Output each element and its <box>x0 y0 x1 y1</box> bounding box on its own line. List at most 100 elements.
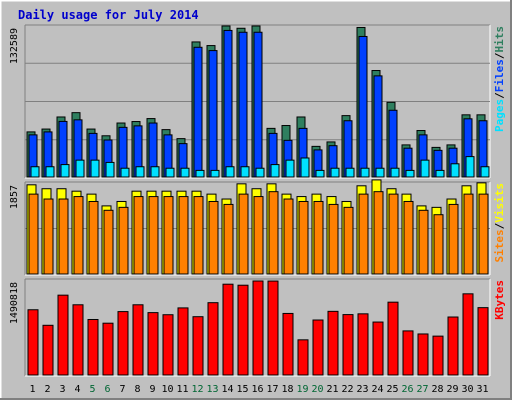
kbytes-bar-kbytes-day-13 <box>207 302 219 376</box>
hits-files-pages-bar-pages-day-30 <box>465 156 475 178</box>
kbytes-bar-kbytes-day-5 <box>87 318 99 376</box>
visits-sites-bar-sites-day-7 <box>118 206 129 275</box>
visits-sites-bar-sites-day-16 <box>253 196 264 275</box>
hits-files-pages-bar-files-day-25 <box>388 109 398 178</box>
x-tick-label-day-17: 17 <box>266 384 278 395</box>
hits-files-pages-legend-item: / <box>493 92 506 99</box>
visits-sites-bar-sites-day-26 <box>403 200 414 275</box>
hits-files-pages-bar-pages-day-27 <box>420 159 430 178</box>
hits-files-pages-legend-item: Files <box>493 59 506 92</box>
kbytes-panel: 1490818 KBytes <box>9 278 506 377</box>
hits-files-pages-bar-pages-day-15 <box>240 166 250 178</box>
visits-sites-bar-sites-day-8 <box>133 196 144 275</box>
visits-sites-bar-sites-day-21 <box>328 203 339 275</box>
hits-files-pages-bar-pages-day-8 <box>135 166 145 178</box>
visits-sites-bar-sites-day-13 <box>208 200 219 275</box>
hits-files-pages-bar-pages-day-22 <box>345 167 355 178</box>
x-tick-label-day-3: 3 <box>59 384 65 395</box>
x-tick-label-day-21: 21 <box>326 384 338 395</box>
x-tick-label-day-16: 16 <box>251 384 263 395</box>
visits-sites-bar-sites-day-19 <box>298 200 309 275</box>
x-tick-label-day-23: 23 <box>356 384 368 395</box>
visits-sites-bar-sites-day-4 <box>73 196 84 275</box>
x-tick-label-day-2: 2 <box>44 384 50 395</box>
kbytes-bar-kbytes-day-27 <box>417 333 429 376</box>
hits-files-pages-bar-pages-day-3 <box>60 164 70 178</box>
hits-files-pages-bar-pages-day-24 <box>375 167 385 178</box>
hits-files-pages-bar-pages-day-23 <box>360 167 370 178</box>
visits-sites-panel: 1857 Sites/Visits <box>9 179 506 276</box>
visits-sites-legend-item: / <box>493 222 506 229</box>
visits-sites-bar-sites-day-5 <box>88 200 99 275</box>
hits-files-pages-bar-pages-day-16 <box>255 167 265 178</box>
hits-files-pages-bar-files-day-14 <box>223 29 233 178</box>
hits-files-pages-bar-pages-day-19 <box>300 157 310 178</box>
hits-files-pages-bar-files-day-23 <box>358 35 368 178</box>
x-tick-label-day-1: 1 <box>29 384 35 395</box>
hits-files-pages-bar-pages-day-25 <box>390 167 400 178</box>
hits-files-pages-bar-pages-day-28 <box>435 169 445 178</box>
hits-files-pages-bar-pages-day-12 <box>195 169 205 178</box>
hits-files-pages-bar-files-day-24 <box>373 75 383 178</box>
kbytes-bar-kbytes-day-22 <box>342 314 354 376</box>
x-tick-label-day-20: 20 <box>311 384 323 395</box>
hits-files-pages-bar-pages-day-29 <box>450 163 460 178</box>
kbytes-bar-kbytes-day-24 <box>372 321 384 376</box>
hits-files-pages-bar-pages-day-21 <box>330 167 340 178</box>
kbytes-bar-kbytes-day-7 <box>117 311 129 376</box>
x-tick-label-day-22: 22 <box>341 384 353 395</box>
hits-files-pages-bar-pages-day-20 <box>315 169 325 178</box>
x-tick-label-day-10: 10 <box>161 384 173 395</box>
x-tick-label-day-12: 12 <box>191 384 203 395</box>
x-tick-label-day-29: 29 <box>446 384 458 395</box>
hits-files-pages-bar-pages-day-5 <box>90 159 100 178</box>
visits-sites-bar-sites-day-25 <box>388 193 399 275</box>
x-tick-label-day-31: 31 <box>476 384 488 395</box>
x-tick-label-day-14: 14 <box>221 384 233 395</box>
x-tick-label-day-26: 26 <box>401 384 413 395</box>
visits-sites-bar-sites-day-28 <box>433 214 444 275</box>
hits-files-pages-bar-pages-day-4 <box>75 159 85 178</box>
kbytes-bar-kbytes-day-23 <box>357 313 369 376</box>
x-tick-label-day-30: 30 <box>461 384 473 395</box>
kbytes-bar-kbytes-day-25 <box>387 301 399 376</box>
visits-sites-bar-sites-day-27 <box>418 209 429 275</box>
kbytes-bar-kbytes-day-10 <box>162 314 174 376</box>
x-tick-label-day-9: 9 <box>149 384 155 395</box>
hits-files-pages-bar-pages-day-26 <box>405 169 415 178</box>
kbytes-bar-kbytes-day-6 <box>102 322 114 376</box>
kbytes-bar-kbytes-day-20 <box>312 319 324 376</box>
kbytes-bar-kbytes-day-8 <box>132 304 144 376</box>
kbytes-legend: KBytes <box>493 280 506 320</box>
x-tick-label-day-7: 7 <box>119 384 125 395</box>
hits-files-pages-bar-files-day-12 <box>193 46 203 178</box>
x-tick-label-day-8: 8 <box>134 384 140 395</box>
visits-sites-bar-sites-day-2 <box>43 198 54 275</box>
kbytes-bar-kbytes-day-21 <box>327 310 339 376</box>
visits-sites-ymax-label: 1857 <box>9 185 20 209</box>
hits-files-pages-bar-pages-day-2 <box>45 166 55 178</box>
visits-sites-bar-sites-day-9 <box>148 196 159 275</box>
kbytes-bar-kbytes-day-31 <box>477 307 489 376</box>
visits-sites-bar-sites-day-31 <box>478 193 489 275</box>
x-tick-label-day-24: 24 <box>371 384 383 395</box>
x-tick-label-day-11: 11 <box>176 384 188 395</box>
hits-files-pages-bar-pages-day-17 <box>270 164 280 178</box>
hits-files-pages-bar-pages-day-11 <box>180 167 190 178</box>
hits-files-pages-bar-files-day-16 <box>253 31 263 178</box>
hits-files-pages-bar-pages-day-10 <box>165 167 175 178</box>
kbytes-bar-kbytes-day-11 <box>177 307 189 376</box>
visits-sites-legend: Sites/Visits <box>493 183 506 263</box>
kbytes-bar-kbytes-day-26 <box>402 330 414 376</box>
visits-sites-bar-sites-day-20 <box>313 200 324 275</box>
kbytes-bar-kbytes-day-29 <box>447 316 459 376</box>
visits-sites-legend-item: Sites <box>493 229 506 262</box>
hits-files-pages-ymax-label: 132589 <box>9 28 20 64</box>
kbytes-bar-kbytes-day-30 <box>462 293 474 376</box>
kbytes-ymax-label: 1490818 <box>9 282 20 324</box>
hits-files-pages-legend-item: Hits <box>493 26 506 53</box>
visits-sites-bar-sites-day-15 <box>238 193 249 275</box>
kbytes-bar-kbytes-day-16 <box>252 280 264 376</box>
visits-sites-bar-sites-day-17 <box>268 191 279 275</box>
